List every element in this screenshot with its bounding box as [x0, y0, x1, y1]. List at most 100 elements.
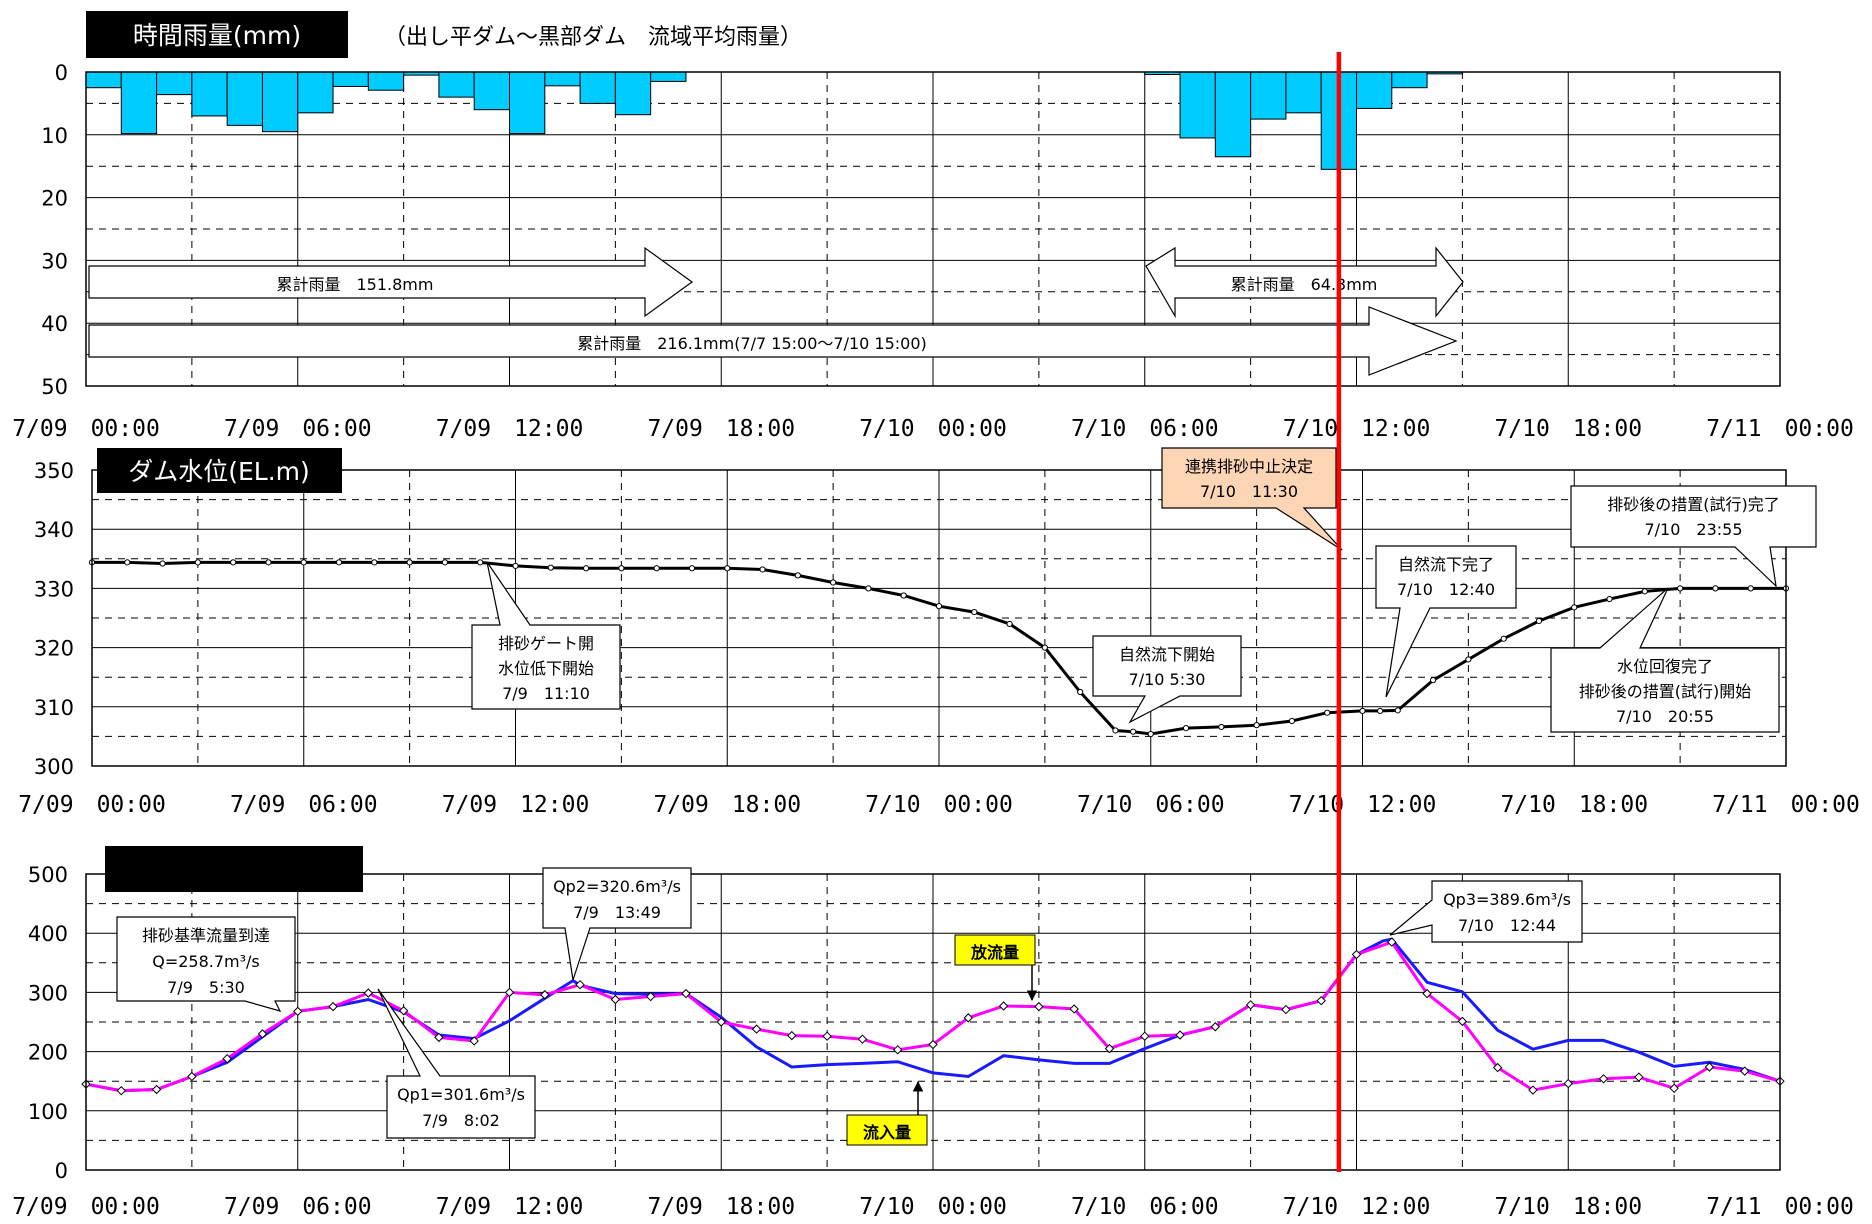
outflow-point [1316, 995, 1326, 1006]
flow-ytick-label: 500 [28, 863, 68, 887]
peak-1-text: Qp1=301.6m³/s [397, 1085, 525, 1104]
water-level-markers [88, 559, 1790, 738]
flow-ytick-label: 0 [55, 1159, 68, 1183]
rain-bar [544, 71, 581, 87]
level-xtick-label: 7/10 06:00 [1077, 792, 1225, 818]
rain-xtick-label: 7/11 00:00 [1706, 416, 1854, 442]
decision-callout-line1: 連携排砂中止決定 [1185, 457, 1313, 476]
level-recovered-text: 排砂後の措置(試行)開始 [1579, 682, 1752, 701]
flow-xtick-label: 7/10 12:00 [1283, 1194, 1431, 1220]
flow-ytick-label: 200 [28, 1041, 68, 1065]
rain-ytick-label: 40 [41, 312, 68, 336]
inflow-annotations: 排砂基準流量到達 Q=258.7m³/s 7/9 5:30 Qp2=320.6m³/s… [116, 867, 1583, 1139]
rainfall-y-ticks: 0 10 20 30 40 50 [41, 61, 68, 399]
rain-xtick-label: 7/09 00:00 [12, 416, 160, 442]
outflow-label-box [954, 934, 1036, 966]
flow-xtick-label: 7/09 12:00 [436, 1194, 584, 1220]
outflow-point [893, 1045, 903, 1055]
level-xtick-label: 7/11 00:00 [1712, 792, 1860, 818]
rainfall-subtitle: （出し平ダム～黒部ダム 流域平均雨量） [384, 25, 802, 50]
level-point [1253, 722, 1260, 729]
rain-bar [1285, 71, 1322, 114]
cumulative-rain-arrow-3 [88, 306, 1458, 376]
level-recovered-box [1550, 587, 1780, 733]
natural-flow-complete-text: 自然流下完了 [1398, 555, 1494, 574]
level-point [371, 559, 378, 566]
level-point [124, 559, 131, 566]
rain-bar [509, 71, 546, 135]
peak-2-text: 7/9 13:49 [573, 903, 661, 922]
outflow-point [1704, 1062, 1715, 1072]
inflow-label: 流入量 [863, 1123, 911, 1142]
level-xtick-label: 7/10 00:00 [865, 792, 1013, 818]
level-point [406, 559, 413, 566]
level-point [1606, 595, 1613, 603]
rainfall-panel: 0 10 20 30 40 50 7/09 00:00 7/09 06:00 7/09 12:… [12, 11, 1854, 442]
rain-bar [1250, 71, 1287, 120]
water-level-title: ダム水位(EL.m) [128, 457, 310, 486]
cumulative-rain-label-1: 累計雨量 151.8mm [277, 275, 434, 294]
level-xtick-label: 7/09 12:00 [442, 792, 590, 818]
level-xtick-label: 7/09 18:00 [653, 792, 801, 818]
level-point [1500, 635, 1507, 642]
flow-ytick-label: 100 [28, 1100, 68, 1124]
rain-bar [1214, 71, 1252, 158]
level-point [618, 565, 625, 572]
rain-bar [650, 71, 687, 82]
outflow-label: 放流量 [970, 943, 1019, 962]
level-xtick-label: 7/10 12:00 [1289, 792, 1437, 818]
outflow-point [998, 1001, 1009, 1011]
level-point [759, 566, 766, 573]
peak-3-box [1389, 880, 1583, 943]
level-ytick-label: 320 [34, 637, 74, 661]
rain-ytick-label: 20 [41, 187, 68, 211]
rain-xtick-label: 7/10 18:00 [1494, 416, 1642, 442]
level-point [1324, 709, 1331, 716]
outflow-point [1175, 1030, 1185, 1040]
gate-open-box [471, 561, 621, 710]
rain-xtick-label: 7/09 18:00 [647, 416, 795, 442]
threshold-reached-text: Q=258.7m³/s [152, 952, 260, 971]
flow-xtick-label: 7/09 00:00 [12, 1194, 160, 1220]
outflow-point [1457, 1016, 1468, 1027]
level-point [1218, 723, 1225, 731]
rain-xtick-label: 7/10 12:00 [1283, 416, 1431, 442]
inflow-series-line [85, 937, 1781, 1093]
level-point [1747, 585, 1754, 592]
level-point [547, 564, 554, 571]
outflow-point [822, 1031, 832, 1041]
peak-3-text: Qp3=389.6m³/s [1443, 890, 1571, 909]
outflow-point [857, 1034, 868, 1044]
outflow-point [575, 979, 585, 990]
flow-xtick-label: 7/10 06:00 [1071, 1194, 1219, 1220]
post-measure-complete-box [1570, 485, 1817, 588]
flow-xtick-label: 7/09 06:00 [224, 1194, 372, 1220]
inflow-x-ticks: 7/09 00:00 7/09 06:00 7/09 12:00 7/09 18:00… [12, 1194, 1854, 1220]
outflow-point [963, 1013, 973, 1023]
outflow-point [610, 994, 621, 1005]
natural-flow-start-box [1092, 635, 1242, 724]
outflow-point [1034, 1001, 1044, 1012]
level-point [1641, 588, 1648, 595]
rain-bar [261, 71, 299, 133]
threshold-reached-text: 7/9 5:30 [167, 978, 245, 997]
level-ytick-label: 300 [34, 755, 74, 779]
flow-xtick-label: 7/11 00:00 [1706, 1194, 1854, 1220]
decision-callout-line2: 7/10 11:30 [1200, 482, 1298, 501]
outflow-point [1740, 1066, 1750, 1076]
rainfall-title-box [86, 11, 348, 58]
outflow-markers [81, 937, 1785, 1096]
level-point [194, 559, 201, 566]
level-point [335, 559, 343, 566]
post-measure-complete-text: 7/10 23:55 [1644, 520, 1742, 539]
level-point [865, 585, 872, 592]
water-level-title-box [97, 448, 342, 493]
rain-bar [579, 71, 616, 104]
gate-open-text: 排砂ゲート開 [498, 634, 594, 653]
level-point [1006, 620, 1013, 628]
level-point [1077, 688, 1084, 696]
rain-bar [438, 71, 475, 98]
rain-xtick-label: 7/09 06:00 [224, 416, 372, 442]
outflow-point [1069, 1004, 1079, 1014]
outflow-point [1492, 1062, 1503, 1073]
